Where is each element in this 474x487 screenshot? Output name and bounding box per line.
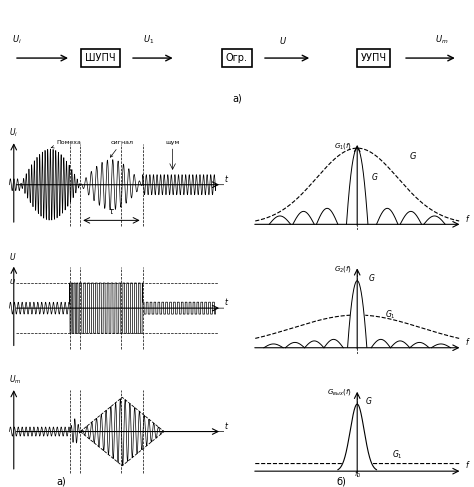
Text: $G_1(f)$: $G_1(f)$ (334, 141, 352, 150)
Text: Огр.: Огр. (226, 53, 248, 63)
Text: $f_0$: $f_0$ (354, 469, 361, 480)
Text: $G_1$: $G_1$ (392, 449, 402, 461)
Text: $U_i$: $U_i$ (9, 127, 18, 139)
Text: УУПЧ: УУПЧ (360, 53, 387, 63)
Text: $U_i$: $U_i$ (12, 34, 21, 46)
Text: $f$: $f$ (465, 336, 470, 347)
Text: а): а) (57, 477, 66, 487)
Text: $U$: $U$ (279, 35, 286, 46)
Text: а): а) (232, 94, 242, 104)
Text: $G_1$: $G_1$ (385, 308, 396, 321)
Text: ШУПЧ: ШУПЧ (85, 53, 116, 63)
Text: $G$: $G$ (409, 150, 417, 161)
Text: $U_m$: $U_m$ (435, 34, 448, 46)
Text: б): б) (337, 477, 346, 487)
Text: $t$: $t$ (224, 296, 229, 307)
Text: шум: шум (165, 140, 180, 146)
Text: $f$: $f$ (465, 459, 470, 470)
Text: $t$: $t$ (224, 173, 229, 184)
Text: $G_{вых}(f)$: $G_{вых}(f)$ (327, 387, 352, 397)
Text: $U$: $U$ (9, 251, 17, 262)
Text: $G$: $G$ (368, 272, 375, 283)
Text: $t$: $t$ (224, 420, 229, 431)
Text: $G_2(f)$: $G_2(f)$ (334, 264, 352, 274)
Text: $U_1$: $U_1$ (143, 34, 154, 46)
Text: $G$: $G$ (371, 171, 379, 182)
Text: $U_m$: $U_m$ (9, 374, 22, 386)
Text: сигнал: сигнал (110, 140, 133, 157)
Text: Помеха: Помеха (51, 140, 82, 148)
Text: $G$: $G$ (365, 395, 372, 406)
Text: $\tau$: $\tau$ (108, 206, 115, 216)
Text: $f$: $f$ (465, 212, 470, 224)
Text: $U$: $U$ (9, 277, 17, 286)
